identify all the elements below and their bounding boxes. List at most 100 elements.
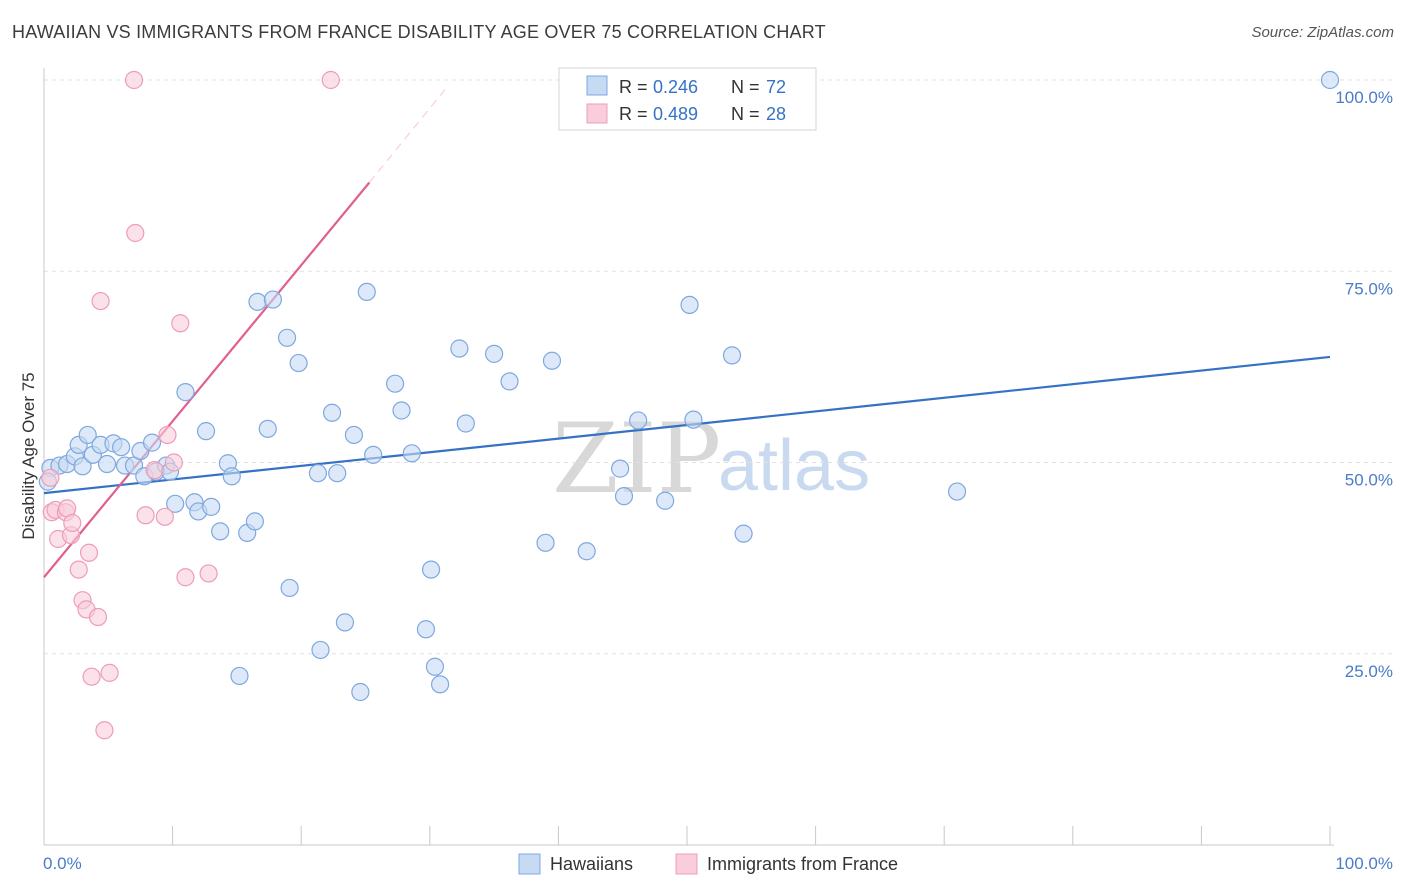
y-tick-labels: 100.0% 75.0% 50.0% 25.0% bbox=[1335, 88, 1393, 681]
point-hawaiians-62 bbox=[614, 487, 634, 506]
y-tick-label-3: 25.0% bbox=[1345, 662, 1393, 681]
point-hawaiians-38 bbox=[308, 464, 328, 483]
point-hawaiians-54 bbox=[450, 339, 469, 358]
point-hawaiians-45 bbox=[357, 282, 376, 302]
axes bbox=[43, 68, 1334, 846]
point-hawaiians-60 bbox=[577, 542, 596, 561]
point-hawaiians-29 bbox=[230, 666, 249, 686]
point-france-22 bbox=[158, 425, 177, 445]
point-hawaiians-61 bbox=[611, 459, 630, 478]
stats-n-label-2: N = bbox=[731, 104, 760, 124]
point-hawaiians-49 bbox=[402, 444, 421, 463]
point-hawaiians-58 bbox=[536, 533, 555, 552]
stats-r-value-2: 0.489 bbox=[653, 104, 698, 124]
point-hawaiians-44 bbox=[351, 682, 370, 702]
point-hawaiians-40 bbox=[322, 403, 342, 422]
point-hawaiians-56 bbox=[485, 344, 504, 363]
point-france-26 bbox=[199, 564, 218, 583]
point-hawaiians-20 bbox=[166, 494, 185, 513]
point-hawaiians-5 bbox=[73, 457, 92, 476]
trend-line-1 bbox=[43, 181, 371, 578]
point-hawaiians-42 bbox=[335, 613, 355, 632]
point-hawaiians-34 bbox=[263, 290, 283, 309]
point-hawaiians-35 bbox=[277, 328, 297, 347]
point-hawaiians-67 bbox=[722, 346, 742, 365]
stats-legend: R = 0.246 N = 72 R = 0.489 N = 28 bbox=[558, 67, 817, 131]
point-hawaiians-37 bbox=[289, 353, 308, 373]
point-hawaiians-57 bbox=[500, 372, 519, 391]
point-hawaiians-70 bbox=[1320, 70, 1340, 90]
y-axis-label: Disability Age Over 75 bbox=[19, 372, 38, 539]
x-tick-label-min: 0.0% bbox=[43, 854, 82, 873]
point-france-25 bbox=[176, 568, 195, 587]
point-hawaiians-31 bbox=[245, 512, 265, 531]
point-hawaiians-46 bbox=[364, 445, 383, 464]
stats-swatch-hawaiians bbox=[586, 75, 608, 96]
point-france-21 bbox=[155, 507, 174, 526]
y-tick-label-2: 50.0% bbox=[1345, 471, 1393, 490]
point-hawaiians-25 bbox=[202, 497, 221, 516]
point-france-14 bbox=[91, 291, 110, 311]
point-france-8 bbox=[69, 560, 88, 579]
stats-n-value-2: 28 bbox=[766, 104, 786, 124]
point-france-13 bbox=[88, 607, 108, 627]
point-hawaiians-69 bbox=[947, 482, 967, 501]
point-france-15 bbox=[95, 721, 114, 740]
series-legend: Hawaiians Immigrants from France bbox=[518, 853, 898, 875]
stats-n-value-1: 72 bbox=[766, 77, 786, 97]
point-hawaiians-47 bbox=[385, 374, 405, 393]
point-france-16 bbox=[100, 663, 119, 682]
point-france-24 bbox=[171, 314, 190, 333]
point-hawaiians-16 bbox=[142, 433, 162, 452]
point-hawaiians-53 bbox=[430, 675, 450, 694]
data-points bbox=[38, 70, 1340, 740]
point-france-11 bbox=[79, 543, 99, 562]
point-hawaiians-48 bbox=[392, 401, 411, 420]
point-hawaiians-59 bbox=[542, 351, 562, 370]
point-france-12 bbox=[82, 667, 101, 686]
stats-r-label-2: R = bbox=[619, 104, 648, 124]
point-hawaiians-39 bbox=[311, 640, 330, 660]
point-france-20 bbox=[145, 461, 164, 480]
point-france-23 bbox=[164, 453, 183, 472]
point-hawaiians-11 bbox=[112, 438, 131, 457]
point-hawaiians-26 bbox=[211, 522, 230, 541]
point-hawaiians-28 bbox=[222, 467, 241, 486]
legend-label-hawaiians: Hawaiians bbox=[550, 854, 633, 874]
y-tick-label-0: 100.0% bbox=[1335, 88, 1393, 107]
x-tick-label-max: 100.0% bbox=[1335, 854, 1393, 873]
point-hawaiians-52 bbox=[425, 657, 445, 676]
y-tick-label-1: 75.0% bbox=[1345, 279, 1393, 298]
point-hawaiians-33 bbox=[258, 419, 277, 438]
point-hawaiians-43 bbox=[344, 425, 364, 445]
watermark: ZIP atlas bbox=[552, 403, 870, 515]
point-hawaiians-41 bbox=[328, 464, 347, 483]
watermark-atlas: atlas bbox=[718, 426, 870, 506]
point-france-0 bbox=[41, 468, 60, 487]
trend-line-extension-1 bbox=[368, 84, 450, 183]
legend-swatch-france bbox=[675, 853, 698, 875]
point-hawaiians-32 bbox=[248, 292, 267, 311]
point-hawaiians-6 bbox=[78, 425, 97, 445]
stats-r-label-1: R = bbox=[619, 77, 648, 97]
point-hawaiians-36 bbox=[280, 578, 299, 598]
point-hawaiians-66 bbox=[684, 410, 703, 429]
point-hawaiians-64 bbox=[656, 491, 675, 510]
point-hawaiians-50 bbox=[416, 620, 436, 639]
source-credit: Source: ZipAtlas.com bbox=[1251, 24, 1394, 41]
legend-label-france: Immigrants from France bbox=[707, 854, 898, 874]
grid-lines bbox=[44, 79, 1392, 655]
point-hawaiians-51 bbox=[421, 560, 441, 579]
point-hawaiians-55 bbox=[456, 414, 475, 433]
point-hawaiians-65 bbox=[680, 295, 699, 315]
point-hawaiians-63 bbox=[629, 411, 648, 430]
point-hawaiians-9 bbox=[97, 454, 117, 474]
point-hawaiians-24 bbox=[196, 422, 216, 441]
stats-swatch-france bbox=[586, 103, 608, 124]
legend-swatch-hawaiians bbox=[518, 853, 541, 875]
point-france-19 bbox=[136, 506, 155, 525]
chart-title: HAWAIIAN VS IMMIGRANTS FROM FRANCE DISAB… bbox=[12, 22, 826, 42]
stats-r-value-1: 0.246 bbox=[653, 77, 698, 97]
point-hawaiians-68 bbox=[734, 524, 753, 543]
